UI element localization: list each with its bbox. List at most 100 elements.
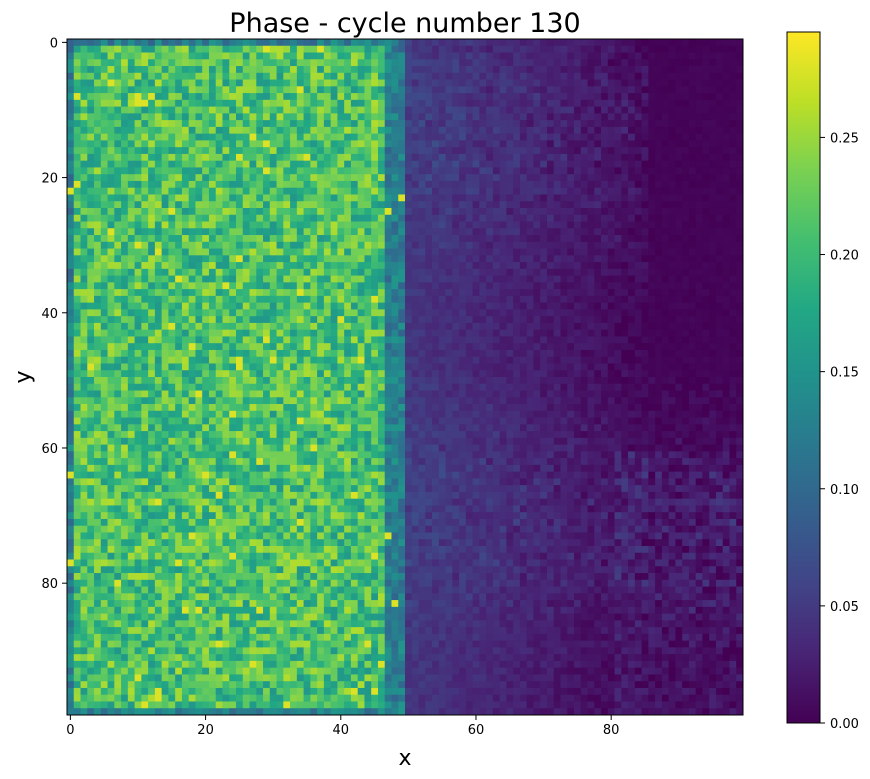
heatmap-cell — [445, 167, 453, 175]
heatmap-cell — [499, 370, 507, 378]
heatmap-cell — [303, 295, 311, 304]
heatmap-cell — [391, 72, 399, 80]
heatmap-cell — [323, 363, 332, 371]
heatmap-cell — [242, 93, 250, 101]
heatmap-cell — [344, 153, 352, 162]
heatmap-cell — [614, 302, 622, 310]
heatmap-cell — [553, 59, 561, 67]
heatmap-cell — [405, 86, 413, 94]
heatmap-cell — [492, 309, 501, 317]
heatmap-cell — [634, 282, 642, 290]
heatmap-cell — [195, 282, 203, 290]
heatmap-cell — [526, 295, 534, 304]
heatmap-cell — [357, 268, 365, 276]
heatmap-cell — [546, 289, 555, 297]
heatmap-cell — [715, 45, 724, 53]
heatmap-cell — [499, 106, 507, 114]
heatmap-cell — [452, 66, 460, 74]
heatmap-cell — [195, 295, 203, 304]
heatmap-cell — [377, 167, 386, 175]
heatmap-cell — [688, 282, 697, 290]
heatmap-cell — [161, 147, 169, 155]
heatmap-cell — [141, 248, 149, 256]
heatmap-cell — [188, 147, 196, 155]
heatmap-cell — [479, 349, 487, 358]
heatmap-cell — [236, 86, 244, 94]
heatmap-cell — [499, 120, 507, 128]
heatmap-cell — [337, 147, 345, 155]
heatmap-cell — [208, 208, 217, 216]
heatmap-cell — [236, 235, 244, 243]
heatmap-cell — [553, 255, 561, 263]
heatmap-cell — [560, 194, 568, 202]
heatmap-cell — [134, 349, 142, 358]
heatmap-cell — [94, 174, 102, 182]
heatmap-cell — [695, 167, 703, 175]
heatmap-cell — [296, 113, 304, 121]
heatmap-cell — [675, 174, 683, 182]
heatmap-cell — [168, 309, 176, 317]
heatmap-cell — [384, 45, 392, 53]
heatmap-cell — [567, 45, 575, 53]
heatmap-cell — [506, 140, 514, 148]
heatmap-cell — [729, 343, 737, 351]
heatmap-cell — [513, 133, 521, 141]
heatmap-cell — [628, 99, 636, 107]
heatmap-cell — [668, 248, 676, 256]
heatmap-cell — [154, 72, 163, 80]
heatmap-cell — [377, 59, 386, 67]
heatmap-cell — [499, 99, 507, 107]
heatmap-cell — [236, 343, 244, 351]
heatmap-cell — [290, 140, 298, 148]
heatmap-cell — [296, 289, 304, 297]
heatmap-cell — [161, 113, 169, 121]
heatmap-cell — [709, 120, 717, 128]
heatmap-cell — [506, 45, 514, 53]
heatmap-cell — [181, 349, 190, 358]
heatmap-cell — [100, 52, 108, 60]
heatmap-cell — [486, 180, 494, 189]
heatmap-cell — [486, 140, 494, 148]
heatmap-cell — [87, 221, 95, 229]
heatmap-cell — [269, 79, 277, 87]
heatmap-cell — [492, 39, 501, 47]
heatmap-cell — [121, 349, 129, 358]
heatmap-cell — [384, 356, 392, 364]
heatmap-cell — [276, 228, 284, 236]
heatmap-cell — [134, 201, 142, 209]
heatmap-cell — [425, 356, 433, 364]
heatmap-cell — [134, 343, 142, 351]
heatmap-cell — [188, 268, 196, 276]
heatmap-cell — [168, 52, 176, 60]
heatmap-cell — [519, 289, 528, 297]
heatmap-cell — [168, 241, 176, 249]
heatmap-cell — [661, 262, 670, 270]
heatmap-cell — [655, 248, 663, 256]
heatmap-cell — [236, 180, 244, 189]
heatmap-cell — [290, 241, 298, 249]
heatmap-cell — [655, 322, 663, 331]
heatmap-cell — [594, 45, 602, 53]
heatmap-cell — [438, 66, 446, 74]
heatmap-cell — [553, 201, 561, 209]
heatmap-cell — [215, 106, 223, 114]
heatmap-cell — [242, 262, 250, 270]
heatmap-cell — [479, 322, 487, 331]
heatmap-cell — [526, 302, 534, 310]
heatmap-cell — [506, 59, 514, 67]
heatmap-cell — [94, 52, 102, 60]
heatmap-cell — [168, 295, 176, 304]
heatmap-cell — [628, 289, 636, 297]
heatmap-cell — [513, 180, 521, 189]
heatmap-cell — [438, 72, 446, 80]
heatmap-cell — [438, 93, 446, 101]
heatmap-cell — [648, 45, 656, 53]
heatmap-cell — [229, 66, 237, 74]
heatmap-cell — [709, 201, 717, 209]
heatmap-cell — [445, 241, 453, 249]
heatmap-cell — [432, 208, 440, 216]
heatmap-cell — [175, 349, 183, 358]
heatmap-cell — [229, 289, 237, 297]
heatmap-cell — [472, 86, 480, 94]
heatmap-cell — [546, 45, 555, 53]
